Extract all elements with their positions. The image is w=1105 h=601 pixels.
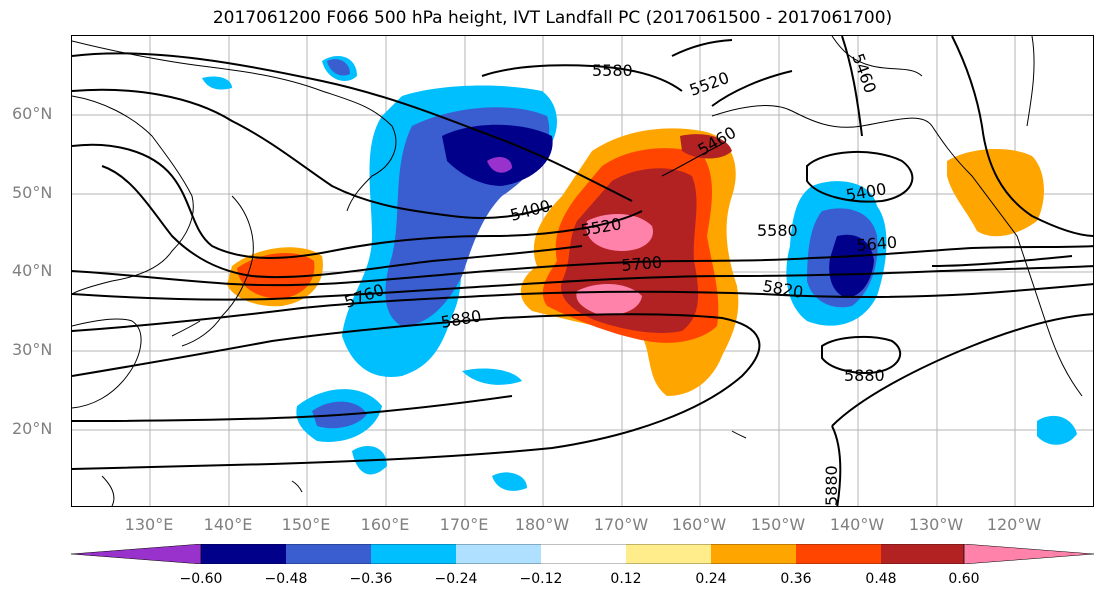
colorbar-tick-label: 0.60 xyxy=(948,571,980,587)
contour-label: 5640 xyxy=(856,233,898,255)
contour-label: 5520 xyxy=(687,68,732,100)
lon-label-160e: 160°E xyxy=(360,515,410,534)
lat-label-50n: 50°N xyxy=(12,183,53,202)
colorbar-segment xyxy=(796,544,881,564)
map-canvas: 5580 5520 5460 5460 5400 5520 5700 5760 … xyxy=(72,36,1093,506)
contour-label: 5580 xyxy=(592,61,633,80)
lon-label-130w: 130°W xyxy=(908,515,964,534)
contour-label: 5700 xyxy=(621,253,663,275)
colorbar-tick-label: −0.48 xyxy=(264,571,308,587)
lon-label-170e: 170°E xyxy=(439,515,489,534)
positive-anomaly-nw-america xyxy=(947,149,1044,237)
lon-label-150w: 150°W xyxy=(750,515,806,534)
colorbar-extend-low xyxy=(71,544,202,564)
lon-label-120w: 120°W xyxy=(986,515,1042,534)
colorbar-segment xyxy=(881,544,964,564)
contour-label: 5460 xyxy=(848,51,880,96)
colorbar-tick-label: 0.36 xyxy=(780,571,812,587)
colorbar-segment xyxy=(371,544,456,564)
contour-label: 5580 xyxy=(757,221,798,240)
height-contours xyxy=(72,36,1093,506)
lat-label-40n: 40°N xyxy=(12,261,53,280)
colorbar-tick-label: 0.48 xyxy=(865,571,897,587)
lon-label-140e: 140°E xyxy=(203,515,253,534)
colorbar-tick-label: −0.12 xyxy=(519,571,563,587)
colorbar-segment xyxy=(626,544,711,564)
colorbar-tick-label: −0.36 xyxy=(349,571,393,587)
lon-label-160w: 160°W xyxy=(671,515,727,534)
lon-label-180w: 180°W xyxy=(514,515,570,534)
colorbar-segment xyxy=(456,544,541,564)
colorbar-segment xyxy=(286,544,371,564)
lon-label-150e: 150°E xyxy=(281,515,331,534)
lon-label-130e: 130°E xyxy=(124,515,174,534)
negative-anomaly-east xyxy=(786,181,1077,445)
lat-label-20n: 20°N xyxy=(12,419,53,438)
colorbar-tick-label: 0.12 xyxy=(610,571,642,587)
map-panel: 5580 5520 5460 5460 5400 5520 5700 5760 … xyxy=(71,35,1094,507)
lon-label-170w: 170°W xyxy=(593,515,649,534)
colorbar-segment xyxy=(711,544,796,564)
colorbar xyxy=(71,544,1094,564)
colorbar-tick-label: −0.60 xyxy=(179,571,223,587)
map-title: 2017061200 F066 500 hPa height, IVT Land… xyxy=(212,8,893,28)
lon-label-140w: 140°W xyxy=(829,515,885,534)
lat-label-60n: 60°N xyxy=(12,104,53,123)
contour-label: 5880 xyxy=(844,366,885,385)
contour-label: 5880 xyxy=(822,465,841,506)
colorbar-tick-label: −0.24 xyxy=(434,571,478,587)
colorbar-extend-high xyxy=(963,544,1094,564)
colorbar-tick-label: 0.24 xyxy=(695,571,727,587)
lat-label-30n: 30°N xyxy=(12,340,53,359)
colorbar-segment xyxy=(541,544,626,564)
coastlines xyxy=(72,36,1083,506)
colorbar-segment xyxy=(201,544,286,564)
